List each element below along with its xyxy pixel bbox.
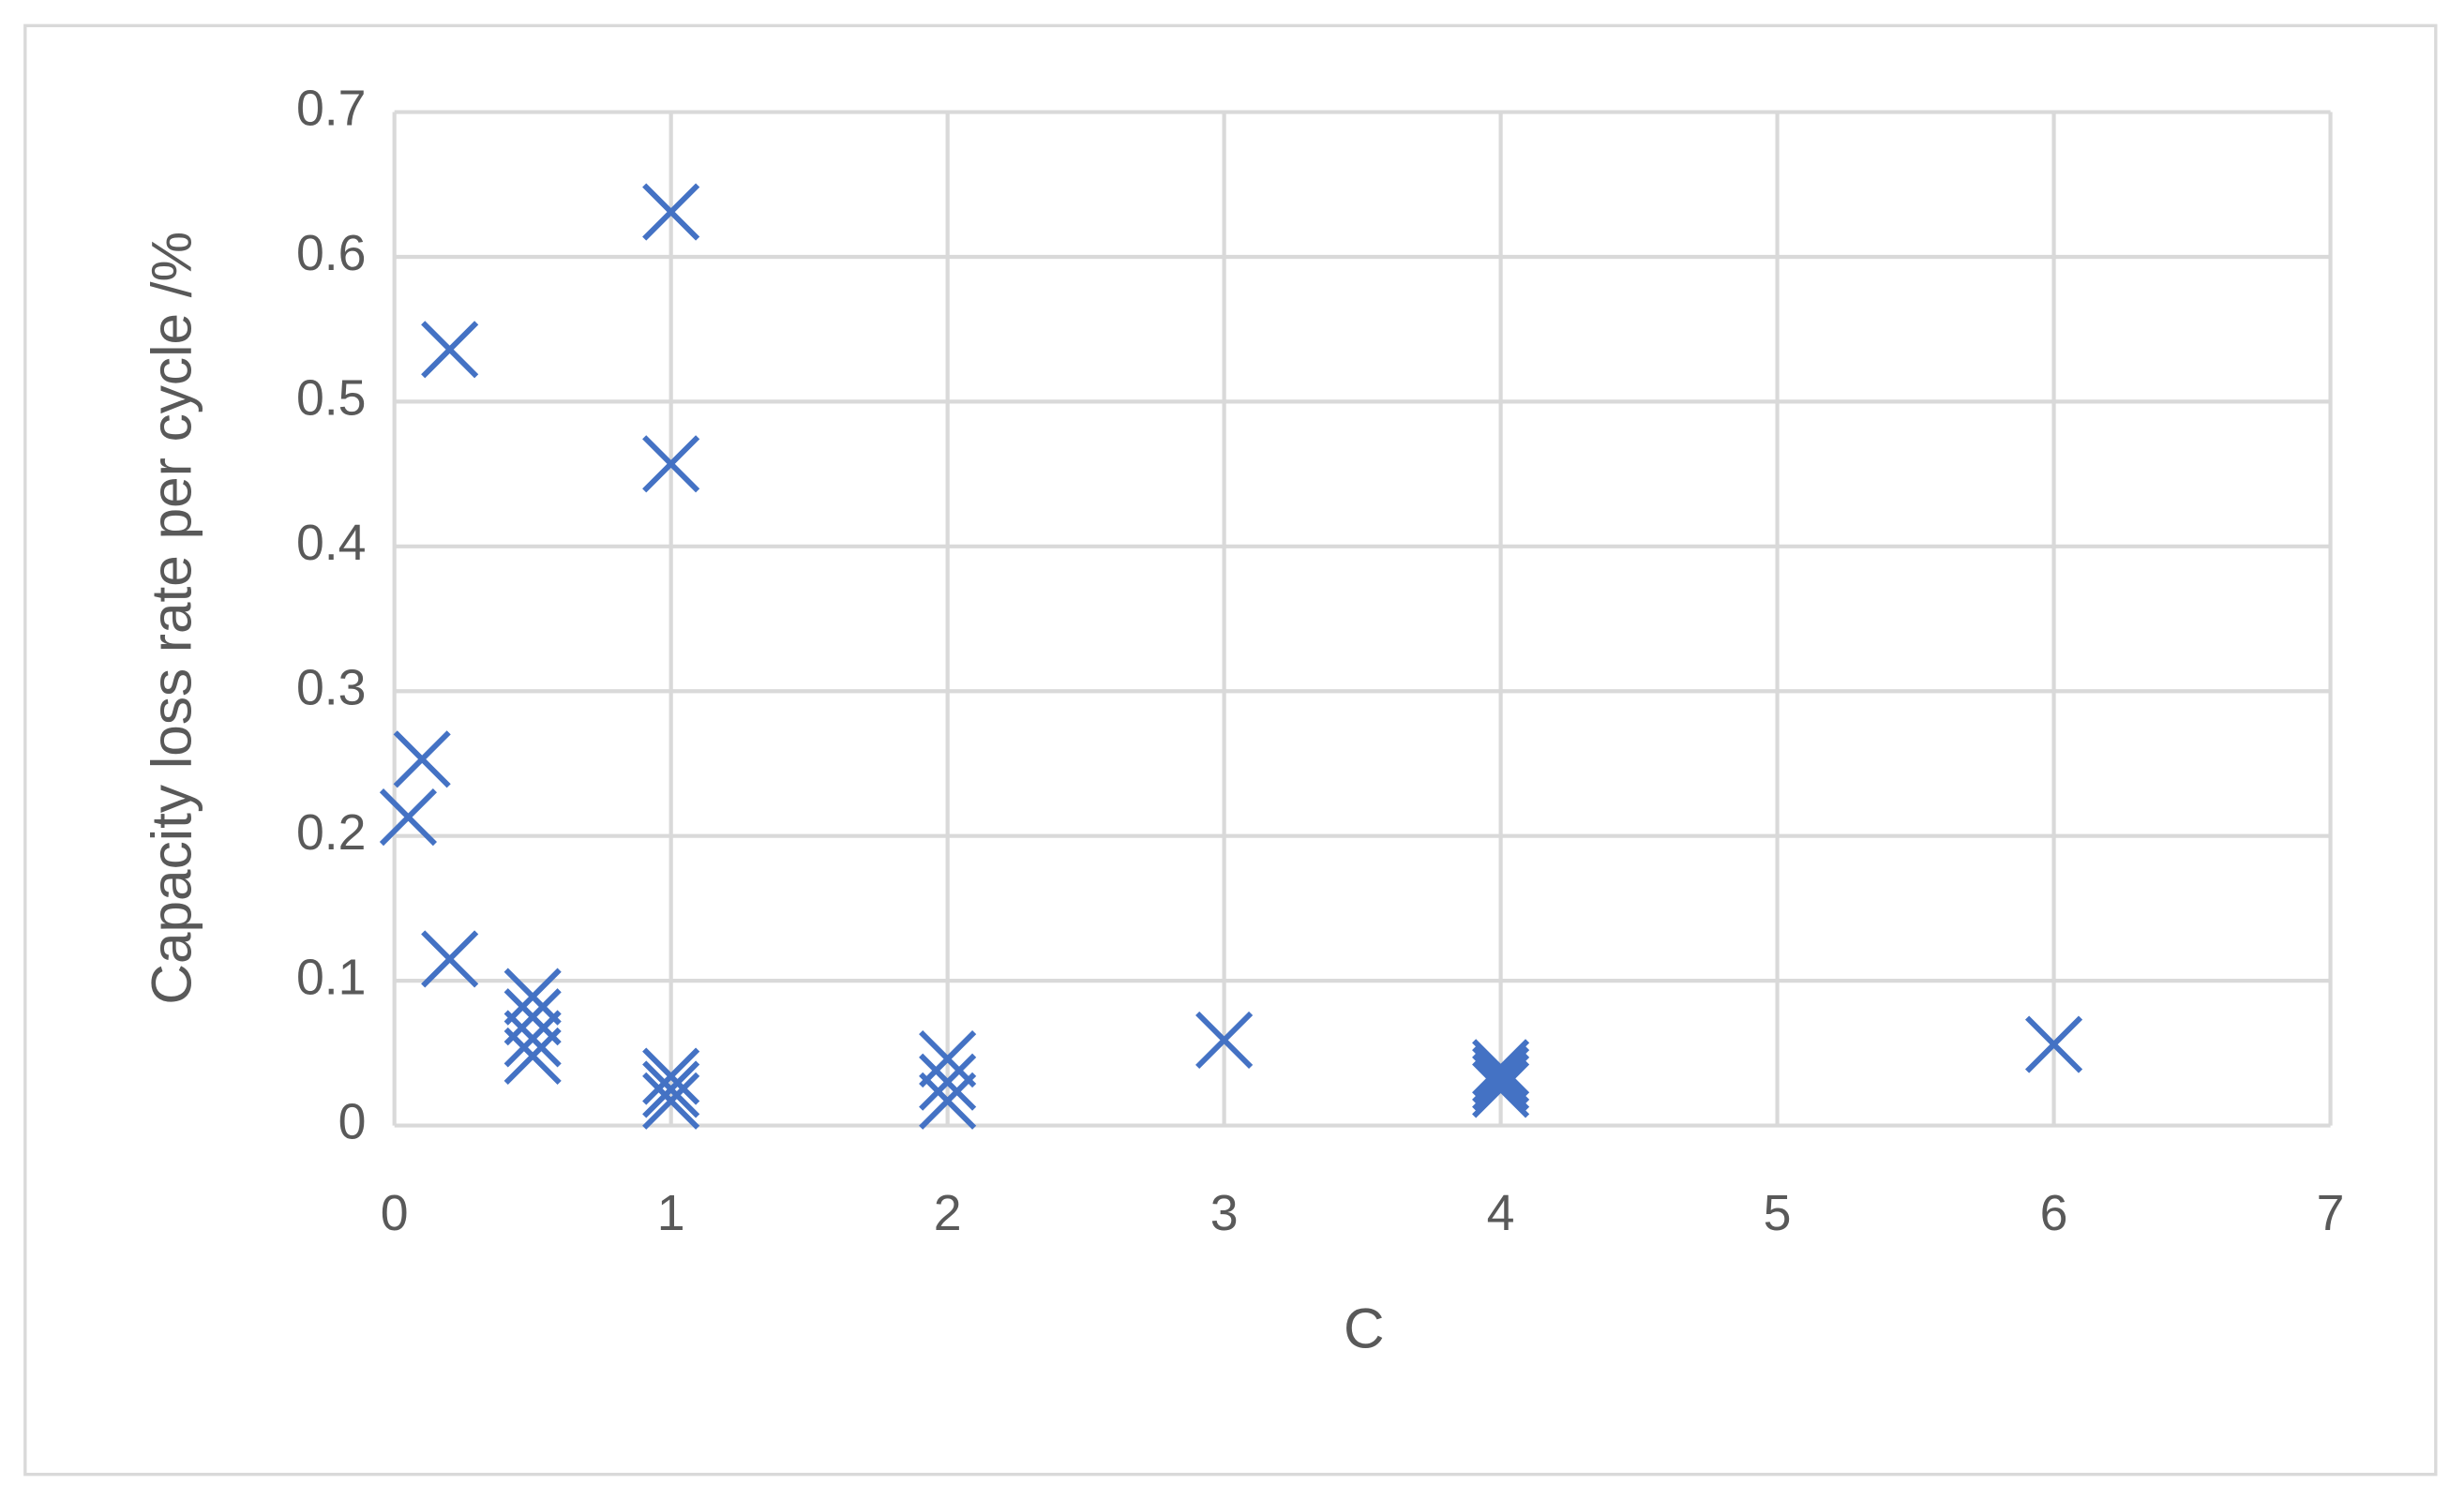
marker [642,1072,700,1130]
marker [919,1029,977,1088]
marker [421,930,479,988]
marker [1472,1039,1530,1097]
marker [1472,1060,1530,1118]
y-tick-label: 0.7 [296,81,367,137]
y-axis-label: Capacity loss rate per cycle /% [140,232,203,1005]
y-tick-label: 0 [338,1094,367,1150]
x-tick-label: 7 [2317,1185,2345,1241]
y-tick-label: 0.3 [296,659,367,715]
x-axis-label: C [1344,1297,1385,1360]
x-tick-label: 5 [1764,1185,1792,1241]
marker [421,321,479,379]
x-tick-label: 1 [657,1185,685,1241]
marker [919,1072,977,1130]
marker [1195,1011,1254,1070]
x-tick-label: 2 [934,1185,962,1241]
x-tick-label: 0 [381,1185,409,1241]
marker [393,730,451,788]
x-tick-label: 6 [2040,1185,2068,1241]
marker [1472,1045,1530,1104]
chart-border [23,23,2438,1477]
y-tick-label: 0.4 [296,515,367,571]
marker [642,1060,700,1118]
marker [642,183,700,241]
y-tick-label: 0.1 [296,949,367,1005]
marker [503,1010,562,1068]
y-tick-label: 0.6 [296,225,367,281]
x-tick-label: 3 [1210,1185,1239,1241]
marker [642,435,700,493]
y-tick-label: 0.2 [296,804,367,861]
marker [503,968,562,1026]
marker [379,788,437,847]
marker [919,1053,977,1111]
marker [642,1047,700,1105]
x-tick-label: 4 [1487,1185,1515,1241]
marker [503,1027,562,1086]
marker [2024,1015,2083,1073]
y-tick-label: 0.5 [296,370,367,427]
marker [1472,1053,1530,1111]
